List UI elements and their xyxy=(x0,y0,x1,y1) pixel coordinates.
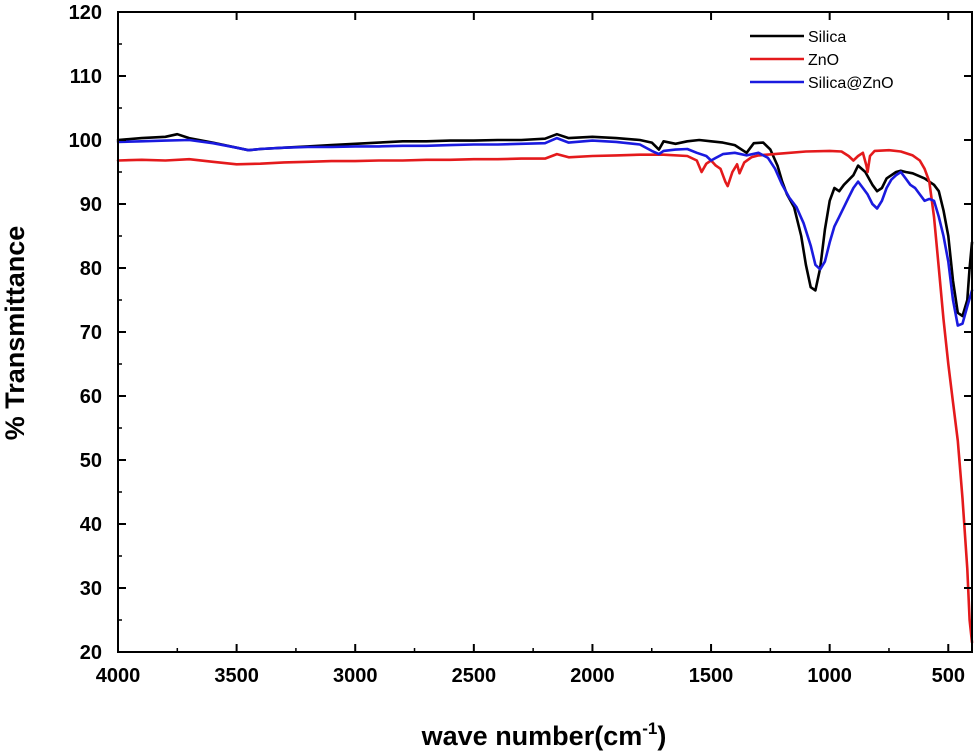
plot-area xyxy=(116,11,974,653)
x-axis-title-superscript: -1 xyxy=(642,719,657,738)
y-tick-label: 20 xyxy=(80,642,102,664)
x-axis-title-close: ) xyxy=(657,721,666,751)
series-line-silica-zno xyxy=(116,136,974,327)
y-tick-label: 80 xyxy=(80,258,102,280)
x-tick-label: 500 xyxy=(932,665,965,687)
y-tick-label: 70 xyxy=(80,322,102,344)
legend-label-silica: Silica xyxy=(808,29,846,46)
series-line-zno xyxy=(116,148,974,644)
y-tick-label: 50 xyxy=(80,450,102,472)
series-line-silica xyxy=(116,132,974,318)
x-tick-label: 2500 xyxy=(452,665,497,687)
y-axis-title: % Transmittance xyxy=(0,226,30,441)
y-tick-label: 120 xyxy=(69,2,102,24)
plot-frame xyxy=(117,11,973,653)
legend-label-silica-zno: Silica@ZnO xyxy=(808,75,894,92)
x-axis-ticks: 4000 3500 3000 2500 2000 1500 1000 500 xyxy=(96,12,965,687)
y-tick-label: 100 xyxy=(69,130,102,152)
y-tick-label: 30 xyxy=(80,578,102,600)
x-tick-label: 3000 xyxy=(333,665,378,687)
y-tick-label: 90 xyxy=(80,194,102,216)
x-tick-label: 2000 xyxy=(570,665,615,687)
x-tick-label: 1500 xyxy=(689,665,734,687)
x-tick-label: 1000 xyxy=(807,665,852,687)
y-tick-label: 40 xyxy=(80,514,102,536)
x-tick-label: 3500 xyxy=(214,665,259,687)
legend-label-zno: ZnO xyxy=(808,52,839,69)
y-tick-label: 60 xyxy=(80,386,102,408)
x-axis-title-text: wave number(cm xyxy=(421,721,643,751)
y-tick-label: 110 xyxy=(70,66,102,88)
legend: Silica ZnO Silica@ZnO xyxy=(750,29,894,92)
x-axis-title: wave number(cm-1) xyxy=(421,719,667,751)
y-axis-ticks: 20 30 40 50 60 70 80 90 100 110 120 xyxy=(69,2,972,664)
x-tick-label: 4000 xyxy=(96,665,141,687)
